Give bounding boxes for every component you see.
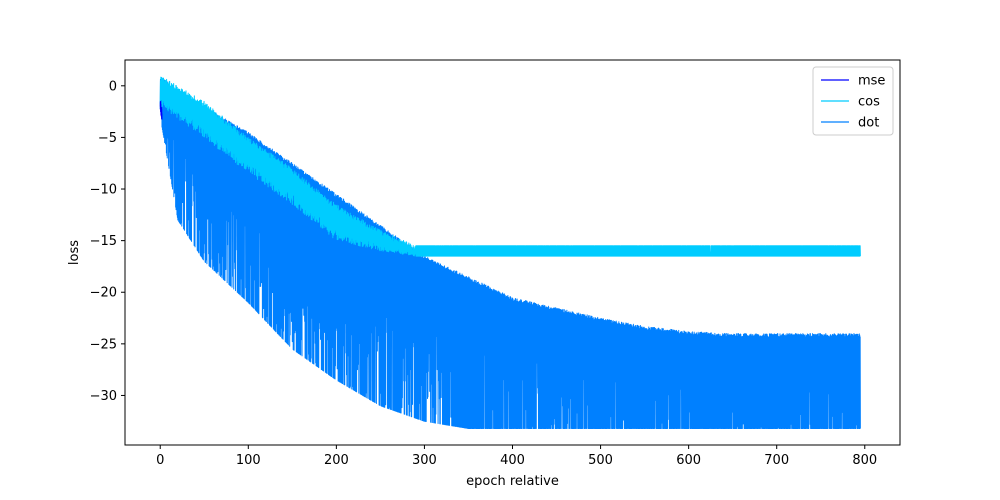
x-tick-label: 500	[588, 453, 613, 468]
y-tick-label: −10	[90, 183, 117, 198]
x-tick-label: 100	[236, 453, 261, 468]
legend-label-dot: dot	[858, 116, 879, 131]
y-tick-label: −25	[90, 337, 117, 352]
x-axis: 0 100 200 300 400 500 600 700 800	[156, 445, 877, 468]
series-line-dot	[159, 77, 861, 429]
x-axis-title: epoch relative	[466, 474, 559, 489]
y-axis: 0 −5 −10 −15 −20 −25 −30	[90, 79, 125, 404]
x-tick-label: 200	[324, 453, 349, 468]
series-layer	[159, 76, 861, 429]
series-line-mse	[159, 101, 163, 120]
y-tick-label: −30	[90, 389, 117, 404]
legend-label-cos: cos	[858, 95, 880, 110]
x-tick-label: 400	[500, 453, 525, 468]
y-tick-label: −20	[90, 286, 117, 301]
y-tick-label: −15	[90, 234, 117, 249]
y-axis-title: loss	[67, 240, 82, 265]
legend-label-mse: mse	[858, 74, 885, 89]
x-tick-label: 700	[764, 453, 789, 468]
y-tick-label: 0	[109, 79, 117, 94]
y-tick-label: −5	[98, 131, 117, 146]
x-tick-label: 800	[852, 453, 877, 468]
series-line-cos	[159, 76, 861, 257]
legend-box	[812, 66, 894, 136]
legend: mse cos dot	[812, 66, 894, 136]
x-tick-label: 0	[156, 453, 164, 468]
x-tick-label: 600	[676, 453, 701, 468]
x-tick-label: 300	[412, 453, 437, 468]
